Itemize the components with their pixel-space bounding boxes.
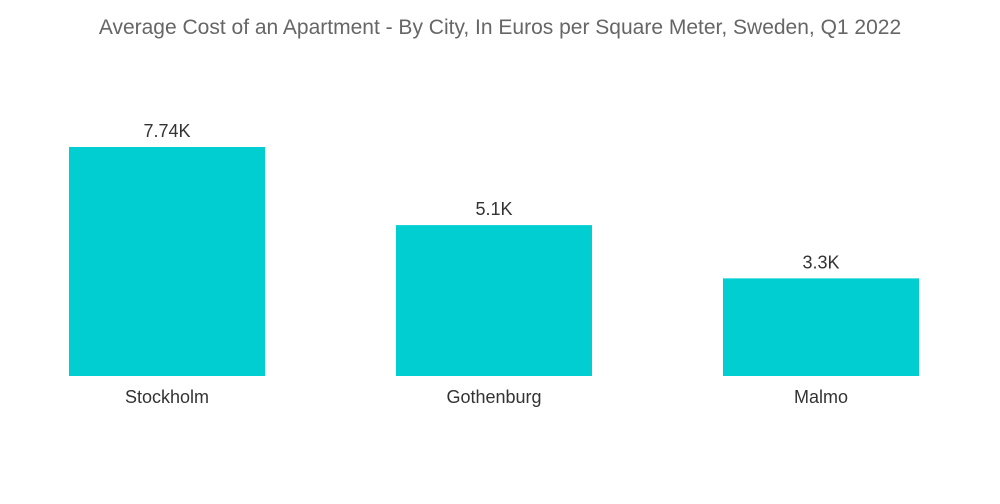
bar-stockholm <box>69 147 265 376</box>
value-label-stockholm: 7.74K <box>143 121 190 141</box>
value-label-malmo: 3.3K <box>802 252 839 272</box>
bars-group <box>69 147 919 376</box>
value-label-gothenburg: 5.1K <box>475 199 512 219</box>
category-label-stockholm: Stockholm <box>125 387 209 407</box>
category-label-malmo: Malmo <box>794 387 848 407</box>
bar-gothenburg <box>396 225 592 376</box>
category-label-gothenburg: Gothenburg <box>446 387 541 407</box>
value-labels-group: 7.74K 5.1K 3.3K <box>143 121 839 272</box>
chart-title: Average Cost of an Apartment - By City, … <box>98 16 902 39</box>
bar-malmo <box>723 278 919 376</box>
category-labels-group: Stockholm Gothenburg Malmo <box>125 387 848 407</box>
